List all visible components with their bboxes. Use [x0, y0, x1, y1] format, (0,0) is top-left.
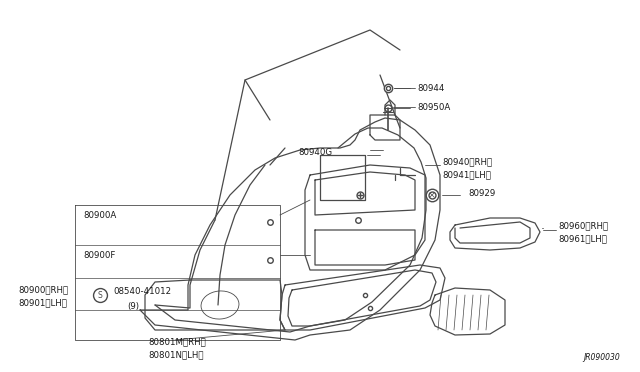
- Text: 80944: 80944: [417, 83, 444, 93]
- Text: 80801M〈RH〉: 80801M〈RH〉: [148, 337, 205, 346]
- Text: (9): (9): [127, 302, 139, 311]
- Text: 80940〈RH〉: 80940〈RH〉: [442, 157, 492, 167]
- Text: 80900F: 80900F: [83, 251, 115, 260]
- Text: 80961〈LH〉: 80961〈LH〉: [558, 234, 607, 244]
- Text: 80940G: 80940G: [298, 148, 332, 157]
- Text: 80901〈LH〉: 80901〈LH〉: [18, 298, 67, 308]
- Text: 08540-41012: 08540-41012: [113, 288, 171, 296]
- Text: 80941〈LH〉: 80941〈LH〉: [442, 170, 491, 180]
- Text: S: S: [98, 291, 102, 299]
- Text: 80950A: 80950A: [417, 103, 451, 112]
- Text: 80929: 80929: [468, 189, 495, 198]
- Text: 80900〈RH〉: 80900〈RH〉: [18, 285, 68, 295]
- Text: 80960〈RH〉: 80960〈RH〉: [558, 221, 608, 231]
- Text: 80801N〈LH〉: 80801N〈LH〉: [148, 350, 204, 359]
- Text: 80900A: 80900A: [83, 211, 116, 219]
- Text: JR090030: JR090030: [583, 353, 620, 362]
